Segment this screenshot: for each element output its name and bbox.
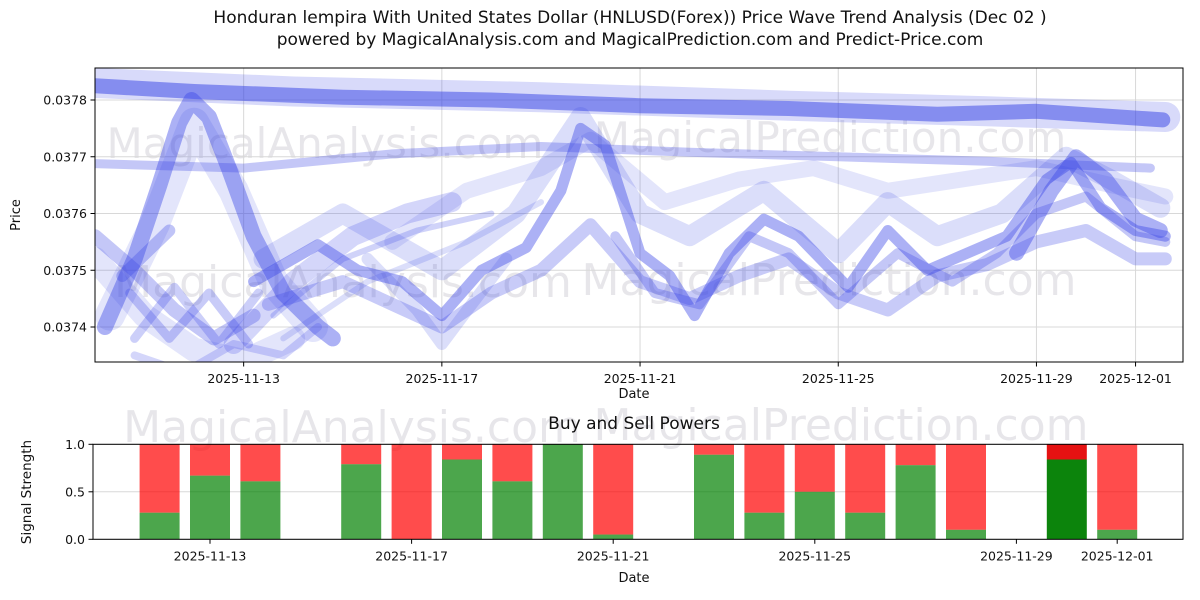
buy-power-bar bbox=[542, 444, 583, 540]
x-tick-label: 2025-11-29 bbox=[980, 548, 1053, 563]
power-chart-title: Buy and Sell Powers bbox=[548, 414, 720, 434]
x-tick-label: 2025-11-25 bbox=[778, 548, 851, 563]
x-tick-label: 2025-12-01 bbox=[1081, 548, 1154, 563]
wave-band bbox=[125, 288, 254, 349]
sell-power-bar bbox=[744, 444, 785, 513]
buy-power-bar bbox=[1097, 529, 1138, 540]
y-tick-label: 0.0376 bbox=[43, 206, 87, 221]
power-chart-axes: 1.0 0.5 0.0 2025-11-13 2025-11-17 2025-11-21 2… bbox=[65, 437, 1184, 563]
buy-power-bar bbox=[240, 481, 281, 540]
y-tick-label: 1.0 bbox=[65, 437, 85, 452]
price-y-axis-label: Price bbox=[9, 199, 24, 231]
sell-power-bar bbox=[391, 444, 432, 540]
buy-power-bar bbox=[744, 512, 785, 540]
wave-band bbox=[248, 122, 1171, 322]
wave-band bbox=[384, 131, 1174, 250]
watermark-text: MagicalAnalysis.com bbox=[114, 257, 572, 308]
x-tick-label: 2025-11-21 bbox=[604, 371, 677, 386]
watermark-text: MagicalAnalysis.com bbox=[107, 119, 544, 168]
wave-band bbox=[1009, 149, 1168, 261]
wave-band bbox=[95, 246, 306, 362]
sell-power-bar bbox=[1046, 444, 1087, 460]
x-tick-label: 2025-11-29 bbox=[1000, 371, 1073, 386]
wave-band bbox=[253, 107, 1171, 281]
y-tick-label: 0.0378 bbox=[43, 93, 87, 108]
price-x-axis-label: Date bbox=[618, 387, 649, 402]
sell-power-bar bbox=[190, 444, 230, 476]
sell-power-bar bbox=[139, 444, 180, 513]
wave-band bbox=[116, 224, 176, 282]
watermark-text: MagicalPrediction.com bbox=[582, 255, 1077, 306]
wave-band bbox=[610, 191, 1171, 310]
x-tick-label: 2025-11-21 bbox=[577, 548, 650, 563]
wave-band bbox=[95, 68, 1181, 132]
power-x-axis-label: Date bbox=[618, 571, 649, 586]
sell-power-bar bbox=[694, 444, 734, 455]
x-tick-label: 2025-11-17 bbox=[406, 371, 479, 386]
wave-band bbox=[95, 142, 1155, 173]
buy-power-bar bbox=[794, 491, 835, 540]
y-tick-label: 0.0377 bbox=[43, 149, 87, 164]
price-plot-frame bbox=[94, 67, 1184, 363]
wave-band bbox=[130, 323, 322, 362]
wave-band bbox=[95, 78, 1171, 128]
x-tick-label: 2025-11-13 bbox=[174, 548, 247, 563]
x-tick-label: 2025-11-13 bbox=[207, 371, 280, 386]
wave-band bbox=[95, 107, 328, 342]
wave-band bbox=[261, 218, 1172, 334]
x-tick-label: 2025-11-25 bbox=[802, 371, 875, 386]
watermark-text: MagicalPrediction.com bbox=[594, 113, 1067, 162]
wave-band bbox=[95, 229, 261, 346]
sell-power-bar bbox=[895, 444, 936, 466]
y-tick-label: 0.0374 bbox=[43, 320, 87, 335]
power-chart-bars bbox=[139, 444, 1138, 540]
buy-power-bar bbox=[694, 454, 734, 540]
sell-power-bar bbox=[240, 444, 281, 482]
wave-band bbox=[96, 92, 341, 347]
power-y-axis-label: Signal Strength bbox=[19, 440, 35, 544]
watermark-text: MagicalPrediction.com bbox=[594, 400, 1089, 451]
buy-power-bar bbox=[845, 512, 886, 540]
buy-power-bar bbox=[895, 465, 936, 540]
sell-power-bar bbox=[442, 444, 482, 460]
wave-band bbox=[280, 199, 544, 342]
sell-power-bar bbox=[946, 444, 986, 530]
wave-band bbox=[361, 252, 513, 350]
wave-band bbox=[270, 210, 495, 319]
sell-power-bar bbox=[341, 444, 382, 465]
buy-power-bar bbox=[946, 529, 986, 540]
buy-power-bar bbox=[442, 459, 482, 540]
sell-power-bar bbox=[492, 444, 533, 482]
sell-power-bar bbox=[593, 444, 634, 535]
y-tick-label: 0.0375 bbox=[43, 263, 87, 278]
buy-power-bar bbox=[190, 475, 230, 540]
y-tick-label: 0.5 bbox=[65, 484, 85, 499]
buy-power-bar bbox=[593, 534, 634, 540]
sell-power-bar bbox=[1097, 444, 1138, 530]
main-title-line2: powered by MagicalAnalysis.com and Magic… bbox=[277, 30, 984, 50]
sell-power-bar bbox=[845, 444, 886, 513]
sell-power-bar bbox=[794, 444, 835, 492]
price-wave-bands bbox=[95, 68, 1181, 362]
wave-band bbox=[130, 282, 263, 349]
main-title-line1: Honduran lempira With United States Doll… bbox=[213, 8, 1046, 28]
buy-power-bar bbox=[1046, 459, 1087, 540]
x-tick-label: 2025-11-17 bbox=[375, 548, 448, 563]
x-tick-label: 2025-12-01 bbox=[1099, 371, 1172, 386]
buy-power-bar bbox=[139, 512, 180, 540]
price-chart-axes: 0.0378 0.0377 0.0376 0.0375 0.0374 2025-11-13… bbox=[43, 67, 1184, 386]
y-tick-label: 0.0 bbox=[65, 532, 85, 547]
wave-band bbox=[223, 192, 462, 354]
buy-power-bar bbox=[492, 481, 533, 540]
buy-power-bar bbox=[341, 464, 382, 540]
